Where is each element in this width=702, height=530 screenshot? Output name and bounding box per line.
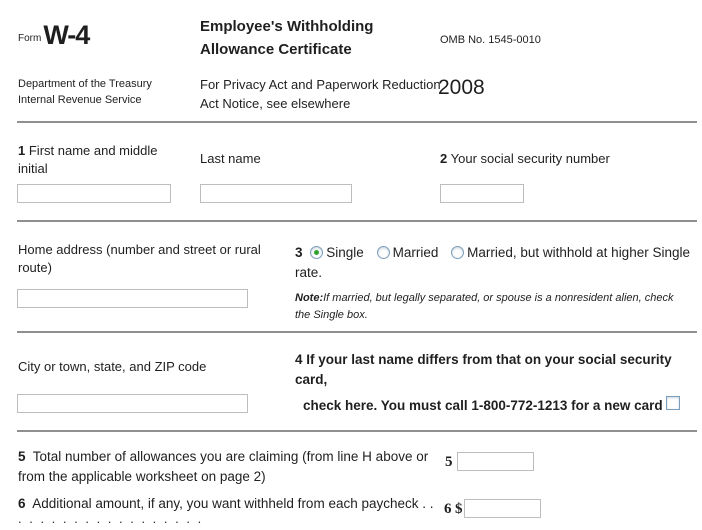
line4-text-part2: check here. You must call 1-800-772-1213… [303, 398, 663, 413]
married-higher-radio-icon[interactable] [451, 246, 465, 259]
home-address-label: Home address (number and street or rural… [18, 242, 261, 276]
privacy-notice: For Privacy Act and Paperwork Reduction … [200, 77, 441, 111]
line4-text-part1: 4 If your last name differs from that on… [295, 350, 687, 389]
divider-4 [17, 430, 697, 432]
note-prefix: Note: [295, 292, 324, 304]
line4-text1: If your last name differs from that on y… [295, 352, 672, 387]
line1-number: 1 [18, 143, 26, 158]
line1-first-name-label-text: First name and middle initial [18, 143, 158, 177]
line6-amount-input[interactable] [464, 499, 541, 518]
line5-label-text: Total number of allowances you are claim… [18, 449, 429, 484]
line6-currency-symbol: $ [455, 501, 463, 517]
city-label: City or town, state, and ZIP code [18, 359, 207, 374]
line2-ssn-label-text: Your social security number [450, 151, 610, 166]
last-name-input[interactable] [200, 184, 352, 203]
department-lines: Department of the Treasury Internal Reve… [18, 77, 188, 109]
radio-option-single[interactable]: Single [310, 245, 367, 260]
line2-number: 2 [440, 151, 448, 166]
divider-3 [17, 331, 697, 333]
line6-label: 6 Additional amount, if any, you want wi… [18, 494, 468, 514]
omb-number: OMB No. 1545-0010 [440, 34, 541, 46]
line5-entry-number: 5 [445, 454, 453, 470]
line5-label: 5 Total number of allowances you are cla… [18, 447, 438, 486]
line3-marital-status: 3 Single Married Married, but withhold a… [295, 243, 697, 284]
single-radio-label: Single [326, 245, 364, 260]
last-name-label: Last name [200, 151, 261, 166]
line6-entry-number: 6 [444, 501, 452, 517]
radio-option-married-higher[interactable]: Married, but withhold at higher Single r… [295, 245, 690, 280]
line2-ssn-label: 2 Your social security number [440, 150, 670, 168]
line5-number: 5 [18, 449, 26, 464]
form-number: W-4 [43, 20, 90, 50]
married-higher-radio-label: Married, but withhold at higher Single r… [295, 245, 690, 281]
department-line1: Department of the Treasury [18, 78, 152, 90]
city-input[interactable] [17, 394, 248, 413]
line5-allowances-input[interactable] [457, 452, 534, 471]
form-title: Employee's Withholding Allowance Certifi… [200, 18, 374, 58]
line6-number: 6 [18, 496, 26, 511]
single-radio-icon[interactable] [310, 246, 324, 259]
department-line2: Internal Revenue Service [18, 93, 142, 106]
form-year: 2008 [438, 76, 485, 99]
married-radio-label: Married [392, 245, 439, 260]
ssn-input[interactable] [440, 184, 524, 203]
note-text: If married, but legally separated, or sp… [295, 292, 674, 321]
line3-note: Note:If married, but legally separated, … [295, 290, 691, 323]
radio-option-married[interactable]: Married [376, 245, 443, 260]
first-name-input[interactable] [17, 184, 171, 203]
line3-number: 3 [295, 245, 303, 260]
form-word: Form [18, 33, 42, 44]
divider-1 [17, 121, 697, 123]
divider-2 [17, 220, 697, 222]
form-identifier: Form W-4 [18, 20, 90, 50]
line6-dot-leaders: . . . . . . . . . . . . . . . . . [18, 511, 204, 526]
line4-number: 4 [295, 352, 303, 367]
line4-checkbox[interactable] [666, 396, 680, 410]
home-address-input[interactable] [17, 289, 248, 308]
line6-label-text: Additional amount, if any, you want with… [32, 496, 434, 511]
line1-first-name-label: 1 First name and middle initial [18, 142, 182, 178]
married-radio-icon[interactable] [376, 246, 390, 259]
